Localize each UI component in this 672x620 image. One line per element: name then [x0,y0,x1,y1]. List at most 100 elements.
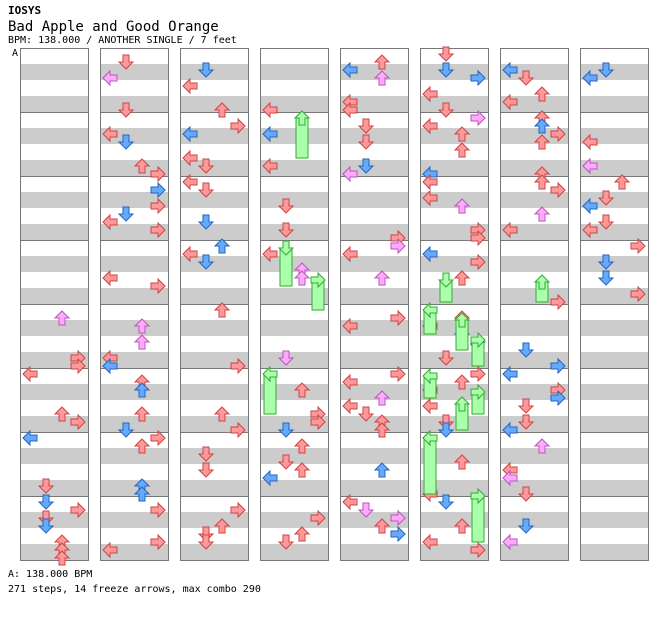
step-arrow [262,101,278,119]
lane-stripe [100,96,169,112]
step-arrow [213,406,231,422]
step-arrow [293,110,311,126]
column-frame [180,48,249,561]
lane-stripe [260,176,329,192]
step-arrow [422,245,438,263]
column-frame [580,48,649,561]
step-arrow [373,422,391,438]
step-arrow [582,69,598,87]
step-arrow [133,406,151,422]
step-arrow [422,533,438,551]
step-arrow [373,270,391,286]
lane-stripe [340,336,409,352]
step-arrow [70,413,86,431]
lane-stripe [100,288,169,304]
step-arrow [150,277,166,295]
lane-stripe [340,144,409,160]
step-arrow [70,501,86,519]
lane-stripe [500,400,569,416]
lane-stripe [580,544,649,560]
step-arrow [117,206,135,222]
lane-stripe [500,240,569,256]
step-arrow [597,270,615,286]
step-arrow [357,502,375,518]
step-arrow [150,501,166,519]
lane-stripe [340,544,409,560]
step-arrow [277,240,295,256]
step-arrow [22,365,38,383]
step-arrow [342,317,358,335]
step-arrow [342,373,358,391]
step-arrow [133,318,151,334]
lane-stripe [500,272,569,288]
step-arrow [117,422,135,438]
step-arrow [150,181,166,199]
step-arrow [230,501,246,519]
lane-stripe [100,320,169,336]
step-arrow [133,486,151,502]
step-arrow [470,69,486,87]
step-arrow [630,285,646,303]
lane-stripe [420,144,489,160]
lane-stripe [260,352,329,368]
bpm-legend: A: 138.000 BPM [8,569,93,580]
lane-stripe [20,544,89,560]
step-arrow [453,518,471,534]
lane-stripe [260,336,329,352]
step-arrow [550,125,566,143]
step-arrow [453,396,471,412]
step-arrow [390,525,406,543]
lane-stripe [100,368,169,384]
lane-stripe [580,384,649,400]
step-arrow [53,550,71,566]
step-arrow [373,54,391,70]
step-arrow [102,269,118,287]
step-arrow [502,533,518,551]
lane-stripe [580,528,649,544]
lane-stripe [20,176,89,192]
step-arrow [277,198,295,214]
step-arrow [550,357,566,375]
step-arrow [230,421,246,439]
lane-stripe [20,336,89,352]
step-arrow [342,493,358,511]
step-arrow [197,254,215,270]
step-arrow [102,213,118,231]
lane-stripe [340,416,409,432]
step-arrow [310,271,326,289]
lane-stripe [580,416,649,432]
lane-stripe [260,64,329,80]
lane-stripe [180,384,249,400]
step-arrow [470,331,486,349]
step-arrow [422,85,438,103]
song-title: Bad Apple and Good Orange [8,19,219,35]
step-arrow [373,462,391,478]
lane-stripe [580,112,649,128]
lane-stripe [500,192,569,208]
step-arrow [373,390,391,406]
column-frame [20,48,89,561]
step-arrow [517,486,535,502]
step-arrow [502,365,518,383]
lane-stripe [580,320,649,336]
step-arrow [533,174,551,190]
step-arrow [453,270,471,286]
lane-stripe [100,112,169,128]
lane-stripe [340,208,409,224]
step-arrow [22,429,38,447]
step-arrow [582,133,598,151]
step-arrow [197,446,215,462]
lane-stripe [100,240,169,256]
step-arrow [502,61,518,79]
lane-stripe [340,256,409,272]
lane-stripe [100,448,169,464]
step-arrow [373,518,391,534]
step-arrow [293,382,311,398]
step-arrow [453,198,471,214]
lane-stripe [100,80,169,96]
step-arrow [262,469,278,487]
step-arrow [102,541,118,559]
step-arrow [422,117,438,135]
step-arrow [102,69,118,87]
lane-stripe [500,48,569,64]
